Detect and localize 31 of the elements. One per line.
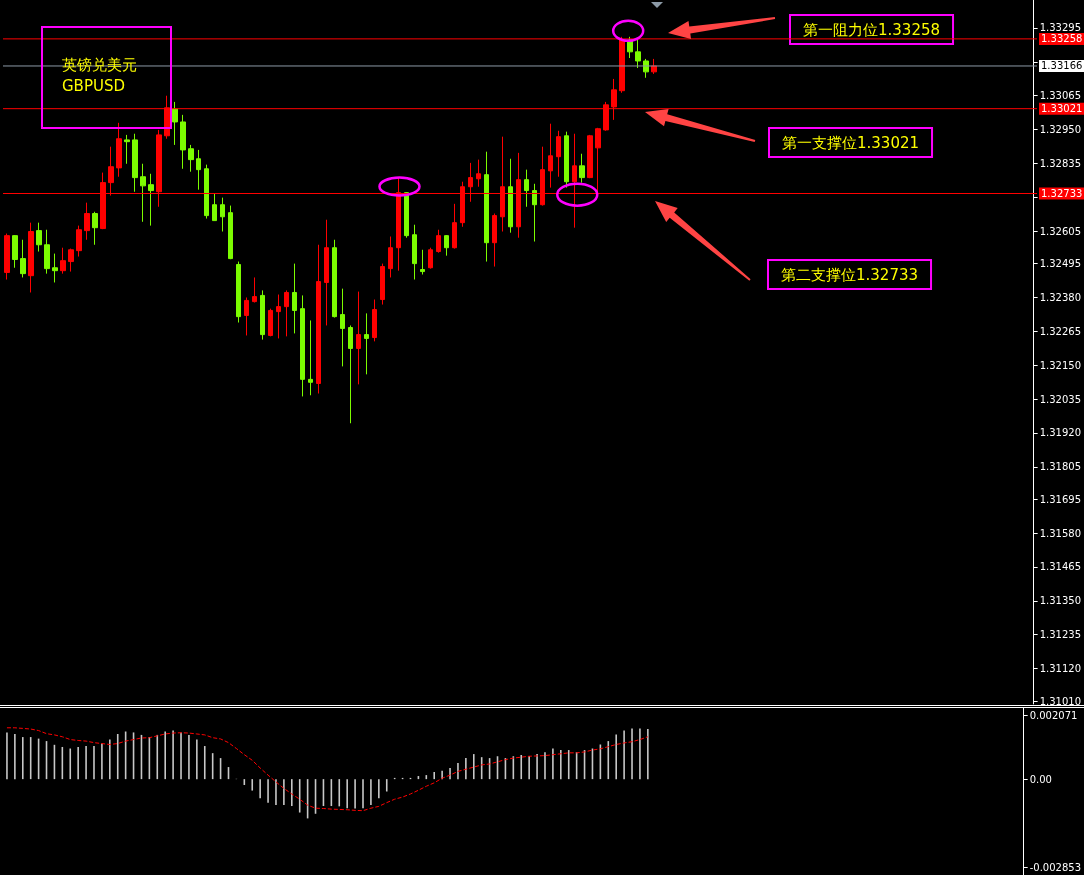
y-tick-label: 1.31350: [1039, 595, 1082, 607]
y-tick-label: 1.32605: [1039, 225, 1082, 237]
text: GBPUSD: [62, 76, 126, 95]
y-tick-label: 1.32035: [1039, 393, 1082, 405]
annotation: 第二支撑位1.32733: [781, 265, 919, 284]
y-tick-label: 1.31695: [1039, 493, 1082, 505]
y-tick-label: 1.33295: [1039, 22, 1082, 34]
y-tick-label: 1.31010: [1039, 695, 1082, 707]
ref-line-label: 1.32733: [1041, 188, 1083, 200]
y-tick-label: 1.33065: [1039, 90, 1082, 102]
y-tick-label: 1.32380: [1039, 291, 1082, 303]
y-tick-label: 1.31235: [1039, 629, 1082, 641]
y-tick-label: 0.00: [1029, 773, 1052, 785]
annotation: 第一支撑位1.33021: [782, 133, 920, 152]
y-tick-label: 1.31580: [1039, 527, 1082, 539]
y-tick-label: 1.32150: [1039, 359, 1082, 371]
ref-line-label: 1.33021: [1041, 103, 1083, 115]
y-tick-label: 1.32265: [1039, 325, 1082, 337]
y-tick-label: 1.31120: [1039, 663, 1082, 675]
annotation: 第一阻力位1.33258: [803, 20, 941, 39]
y-tick-label: 0.002071: [1029, 709, 1078, 721]
text: 英镑兑美元: [62, 55, 137, 74]
ref-line-label: 1.33166: [1041, 60, 1083, 72]
y-tick-label: -0.002853: [1029, 861, 1081, 873]
y-tick-label: 1.32835: [1039, 157, 1082, 169]
ref-line-label: 1.33258: [1041, 33, 1083, 45]
y-tick-label: 1.32495: [1039, 258, 1082, 270]
y-tick-label: 1.31805: [1039, 461, 1082, 473]
y-tick-label: 1.32950: [1039, 124, 1082, 136]
y-tick-label: 1.31465: [1039, 561, 1082, 573]
y-tick-label: 1.31920: [1039, 427, 1082, 439]
